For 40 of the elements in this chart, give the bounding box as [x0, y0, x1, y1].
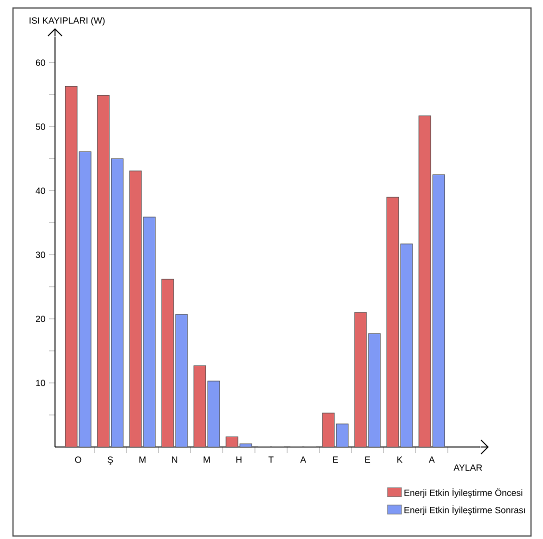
x-tick-label: H [236, 456, 242, 463]
bar [110, 158, 124, 447]
y-tick-label: 10 [36, 380, 46, 386]
x-tick-label: O [75, 456, 82, 463]
y-axis-title: ISI KAYIPLARI (W) [30, 17, 105, 26]
x-tick-label: A [300, 456, 306, 463]
y-tick-label: 20 [36, 316, 46, 322]
x-tick-label: M [139, 456, 146, 463]
bar [64, 86, 78, 447]
x-tick-label: Ş [108, 456, 113, 465]
bar [207, 380, 220, 447]
bar [78, 151, 92, 447]
legend-label: Enerji Etkin İyileştirme Sonrası [404, 505, 525, 516]
x-tick-label: T [268, 456, 274, 463]
x-tick-label: K [397, 456, 403, 463]
bar [400, 244, 413, 447]
bar [194, 365, 206, 447]
bar [129, 170, 142, 447]
x-axis-title: AYLAR [454, 464, 482, 471]
bar [368, 333, 381, 447]
bar [161, 278, 174, 447]
bar [97, 94, 110, 447]
bar [336, 424, 349, 447]
y-tick-label: 50 [36, 124, 46, 130]
x-tick-label: E [365, 456, 370, 463]
x-tick-label: N [172, 456, 178, 463]
bar [432, 174, 445, 447]
y-tick-label: 30 [36, 252, 46, 258]
bar [354, 312, 367, 447]
y-tick-label: 40 [36, 188, 46, 194]
x-tick-label: A [428, 456, 435, 463]
legend-label: Enerji Etkin İyileştirme Öncesi [404, 488, 522, 498]
x-tick-label: E [333, 456, 338, 463]
bar [418, 115, 432, 447]
bar [386, 196, 399, 447]
bar [143, 216, 156, 447]
y-tick-label: 60 [36, 59, 46, 66]
bar [175, 314, 188, 447]
x-tick-label: M [204, 456, 210, 463]
bar [322, 412, 335, 447]
